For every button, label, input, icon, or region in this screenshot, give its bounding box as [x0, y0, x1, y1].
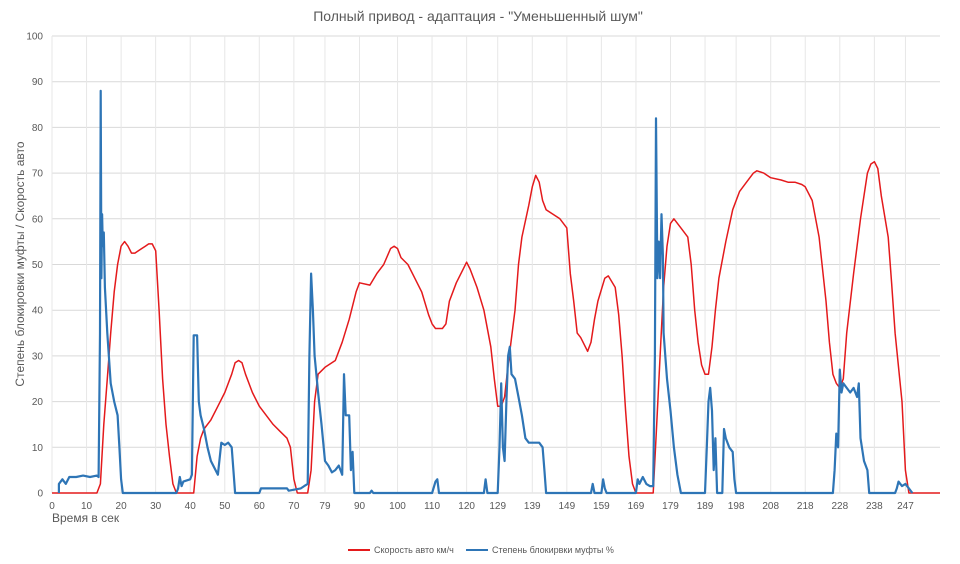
x-tick-label-23: 228	[831, 501, 848, 512]
y-axis-label: Степень блокировки муфты / Скорость авто	[13, 141, 27, 386]
legend-label-1: Степень блокирвки муфты %	[492, 545, 614, 555]
x-tick-label-17: 169	[628, 501, 645, 512]
series-line-1	[57, 89, 914, 495]
series-line-0	[52, 160, 940, 494]
x-tick-label-7: 70	[288, 501, 300, 512]
x-tick-label-19: 189	[697, 501, 714, 512]
x-tick-labels: 0 10 20 30 40 50 60 70 79 90 100 110 120 129 139 149 159…	[49, 501, 914, 512]
y-tick-label-4: 40	[32, 306, 44, 317]
y-tick-label-9: 90	[32, 77, 44, 88]
x-tick-label-22: 218	[797, 501, 814, 512]
x-tick-label-20: 198	[728, 501, 745, 512]
y-tick-label-0: 0	[37, 489, 43, 500]
series-group	[52, 89, 940, 495]
x-tick-label-14: 139	[524, 501, 541, 512]
legend-label-0: Скорость авто км/ч	[374, 545, 454, 555]
y-tick-label-6: 60	[32, 214, 44, 225]
y-tick-label-8: 80	[32, 123, 44, 134]
x-tick-label-1: 10	[81, 501, 93, 512]
y-tick-label-2: 20	[32, 397, 44, 408]
x-tick-label-0: 0	[49, 501, 55, 512]
x-tick-label-5: 50	[219, 501, 231, 512]
x-tick-label-13: 129	[489, 501, 506, 512]
x-tick-label-9: 90	[354, 501, 366, 512]
x-tick-label-21: 208	[762, 501, 779, 512]
y-tick-label-10: 100	[26, 32, 43, 43]
chart-title: Полный привод - адаптация - "Уменьшенный…	[313, 8, 643, 24]
x-tick-label-10: 100	[389, 501, 406, 512]
y-tick-label-3: 30	[32, 351, 44, 362]
y-tick-label-5: 50	[32, 260, 44, 271]
legend: Скорость авто км/ч Степень блокирвки муфт…	[348, 545, 614, 555]
x-tick-label-4: 40	[185, 501, 197, 512]
x-tick-label-24: 238	[866, 501, 883, 512]
x-tick-label-2: 20	[116, 501, 128, 512]
y-tick-label-1: 10	[32, 443, 44, 454]
x-tick-label-25: 247	[897, 501, 914, 512]
x-tick-label-8: 79	[319, 501, 331, 512]
x-tick-label-3: 30	[150, 501, 162, 512]
x-axis-label: Время в сек	[52, 511, 120, 525]
x-tick-label-12: 120	[458, 501, 475, 512]
x-tick-label-11: 110	[424, 501, 440, 512]
x-tick-label-18: 179	[662, 501, 679, 512]
x-tick-label-15: 149	[558, 501, 575, 512]
x-tick-label-6: 60	[254, 501, 266, 512]
y-tick-labels: 0 10 20 30 40 50 60 70 80 90 100	[26, 32, 43, 500]
gridlines	[51, 35, 940, 494]
x-tick-label-16: 159	[593, 501, 610, 512]
y-tick-label-7: 70	[32, 169, 44, 180]
